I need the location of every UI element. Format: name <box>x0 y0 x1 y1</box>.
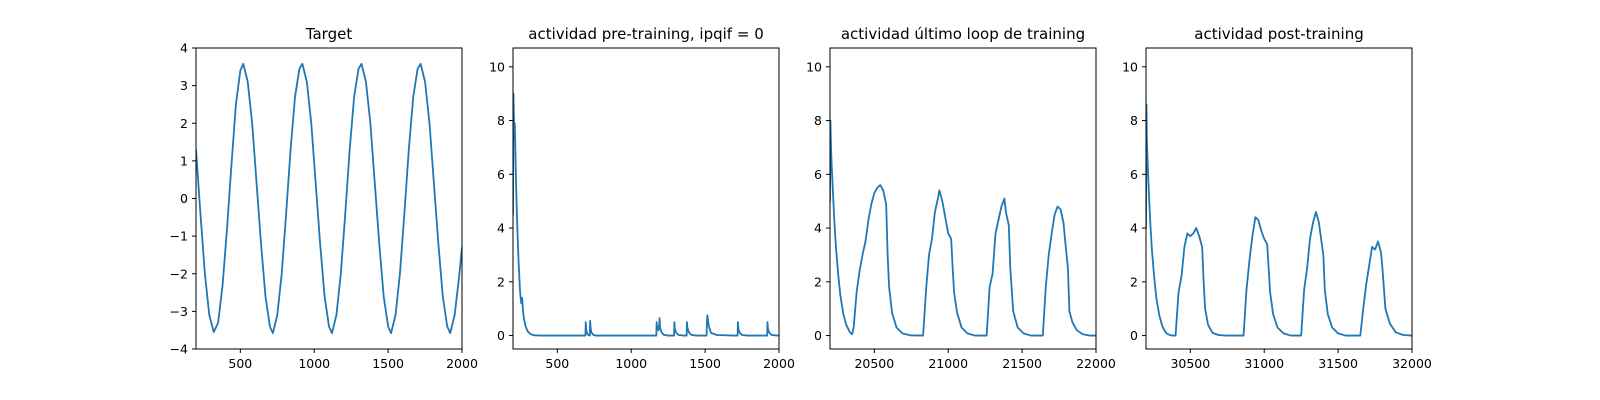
y-tick-label: 8 <box>497 113 505 128</box>
chart-2: 500 1000 1500 2000 0 2 4 6 8 10 actividad pre-trai… <box>489 25 795 371</box>
y-tick-label: 4 <box>1130 221 1138 236</box>
x-tick-label: 31000 <box>1244 356 1284 371</box>
plot-frame <box>1145 47 1413 350</box>
y-tick-label: 10 <box>806 59 822 74</box>
x-tick-label: 1500 <box>689 356 721 371</box>
chart-title: actividad pre-training, ipqif = 0 <box>528 25 764 43</box>
x-tick-label: 22000 <box>1076 356 1116 371</box>
y-tick-label: 0 <box>497 328 505 343</box>
chart-title: Target <box>305 25 353 43</box>
y-tick-label: 6 <box>497 167 505 182</box>
x-tick-label: 30500 <box>1170 356 1210 371</box>
series-line-1 <box>1146 103 1412 337</box>
x-tick-label: 1000 <box>615 356 647 371</box>
x-tick-label: 20500 <box>854 356 894 371</box>
y-tick-label: 2 <box>180 116 188 131</box>
x-tick-label: 2000 <box>446 356 478 371</box>
y-tick-label: 2 <box>1130 274 1138 289</box>
x-tick-label: 31500 <box>1318 356 1358 371</box>
x-tick-label: 32000 <box>1392 356 1432 371</box>
chart-title: actividad post-training <box>1194 25 1363 43</box>
y-tick-label: −3 <box>170 304 188 319</box>
series-line-1 <box>830 119 1096 337</box>
series-line-1 <box>513 92 779 337</box>
y-tick-label: 4 <box>497 221 505 236</box>
y-tick-label: 2 <box>497 274 505 289</box>
y-tick-label: 6 <box>1130 167 1138 182</box>
x-tick-label: 500 <box>228 356 252 371</box>
y-tick-label: 4 <box>180 41 188 56</box>
y-tick-label: 3 <box>180 78 188 93</box>
chart-4: 30500 31000 31500 32000 0 2 4 6 8 10 actividad pos… <box>1122 25 1432 371</box>
plot-frame <box>512 47 780 350</box>
y-tick-label: 10 <box>489 59 505 74</box>
y-tick-label: −4 <box>170 342 188 357</box>
y-tick-label: 10 <box>1122 59 1138 74</box>
y-tick-label: 0 <box>814 328 822 343</box>
y-tick-label: 1 <box>180 153 188 168</box>
x-tick-label: 21500 <box>1002 356 1042 371</box>
y-tick-label: 4 <box>814 221 822 236</box>
series-line-1 <box>196 62 462 335</box>
y-tick-label: 0 <box>1130 328 1138 343</box>
x-tick-label: 2000 <box>763 356 795 371</box>
y-tick-label: −2 <box>170 266 188 281</box>
y-tick-label: 0 <box>180 191 188 206</box>
y-tick-label: 8 <box>814 113 822 128</box>
x-tick-label: 1000 <box>298 356 330 371</box>
chart-title: actividad último loop de training <box>841 25 1085 43</box>
x-tick-label: 500 <box>545 356 569 371</box>
plot-frame <box>829 47 1097 350</box>
x-tick-label: 21000 <box>928 356 968 371</box>
x-tick-label: 1500 <box>372 356 404 371</box>
y-tick-label: 8 <box>1130 113 1138 128</box>
chart-3: 20500 21000 21500 22000 0 2 4 6 8 10 actividad últ… <box>806 25 1116 371</box>
y-tick-label: −1 <box>170 229 188 244</box>
y-tick-label: 2 <box>814 274 822 289</box>
y-tick-label: 6 <box>814 167 822 182</box>
chart-1: 500 1000 1500 2000 −4 −3 −2 −1 0 1 2 3 4 Target <box>170 25 478 371</box>
